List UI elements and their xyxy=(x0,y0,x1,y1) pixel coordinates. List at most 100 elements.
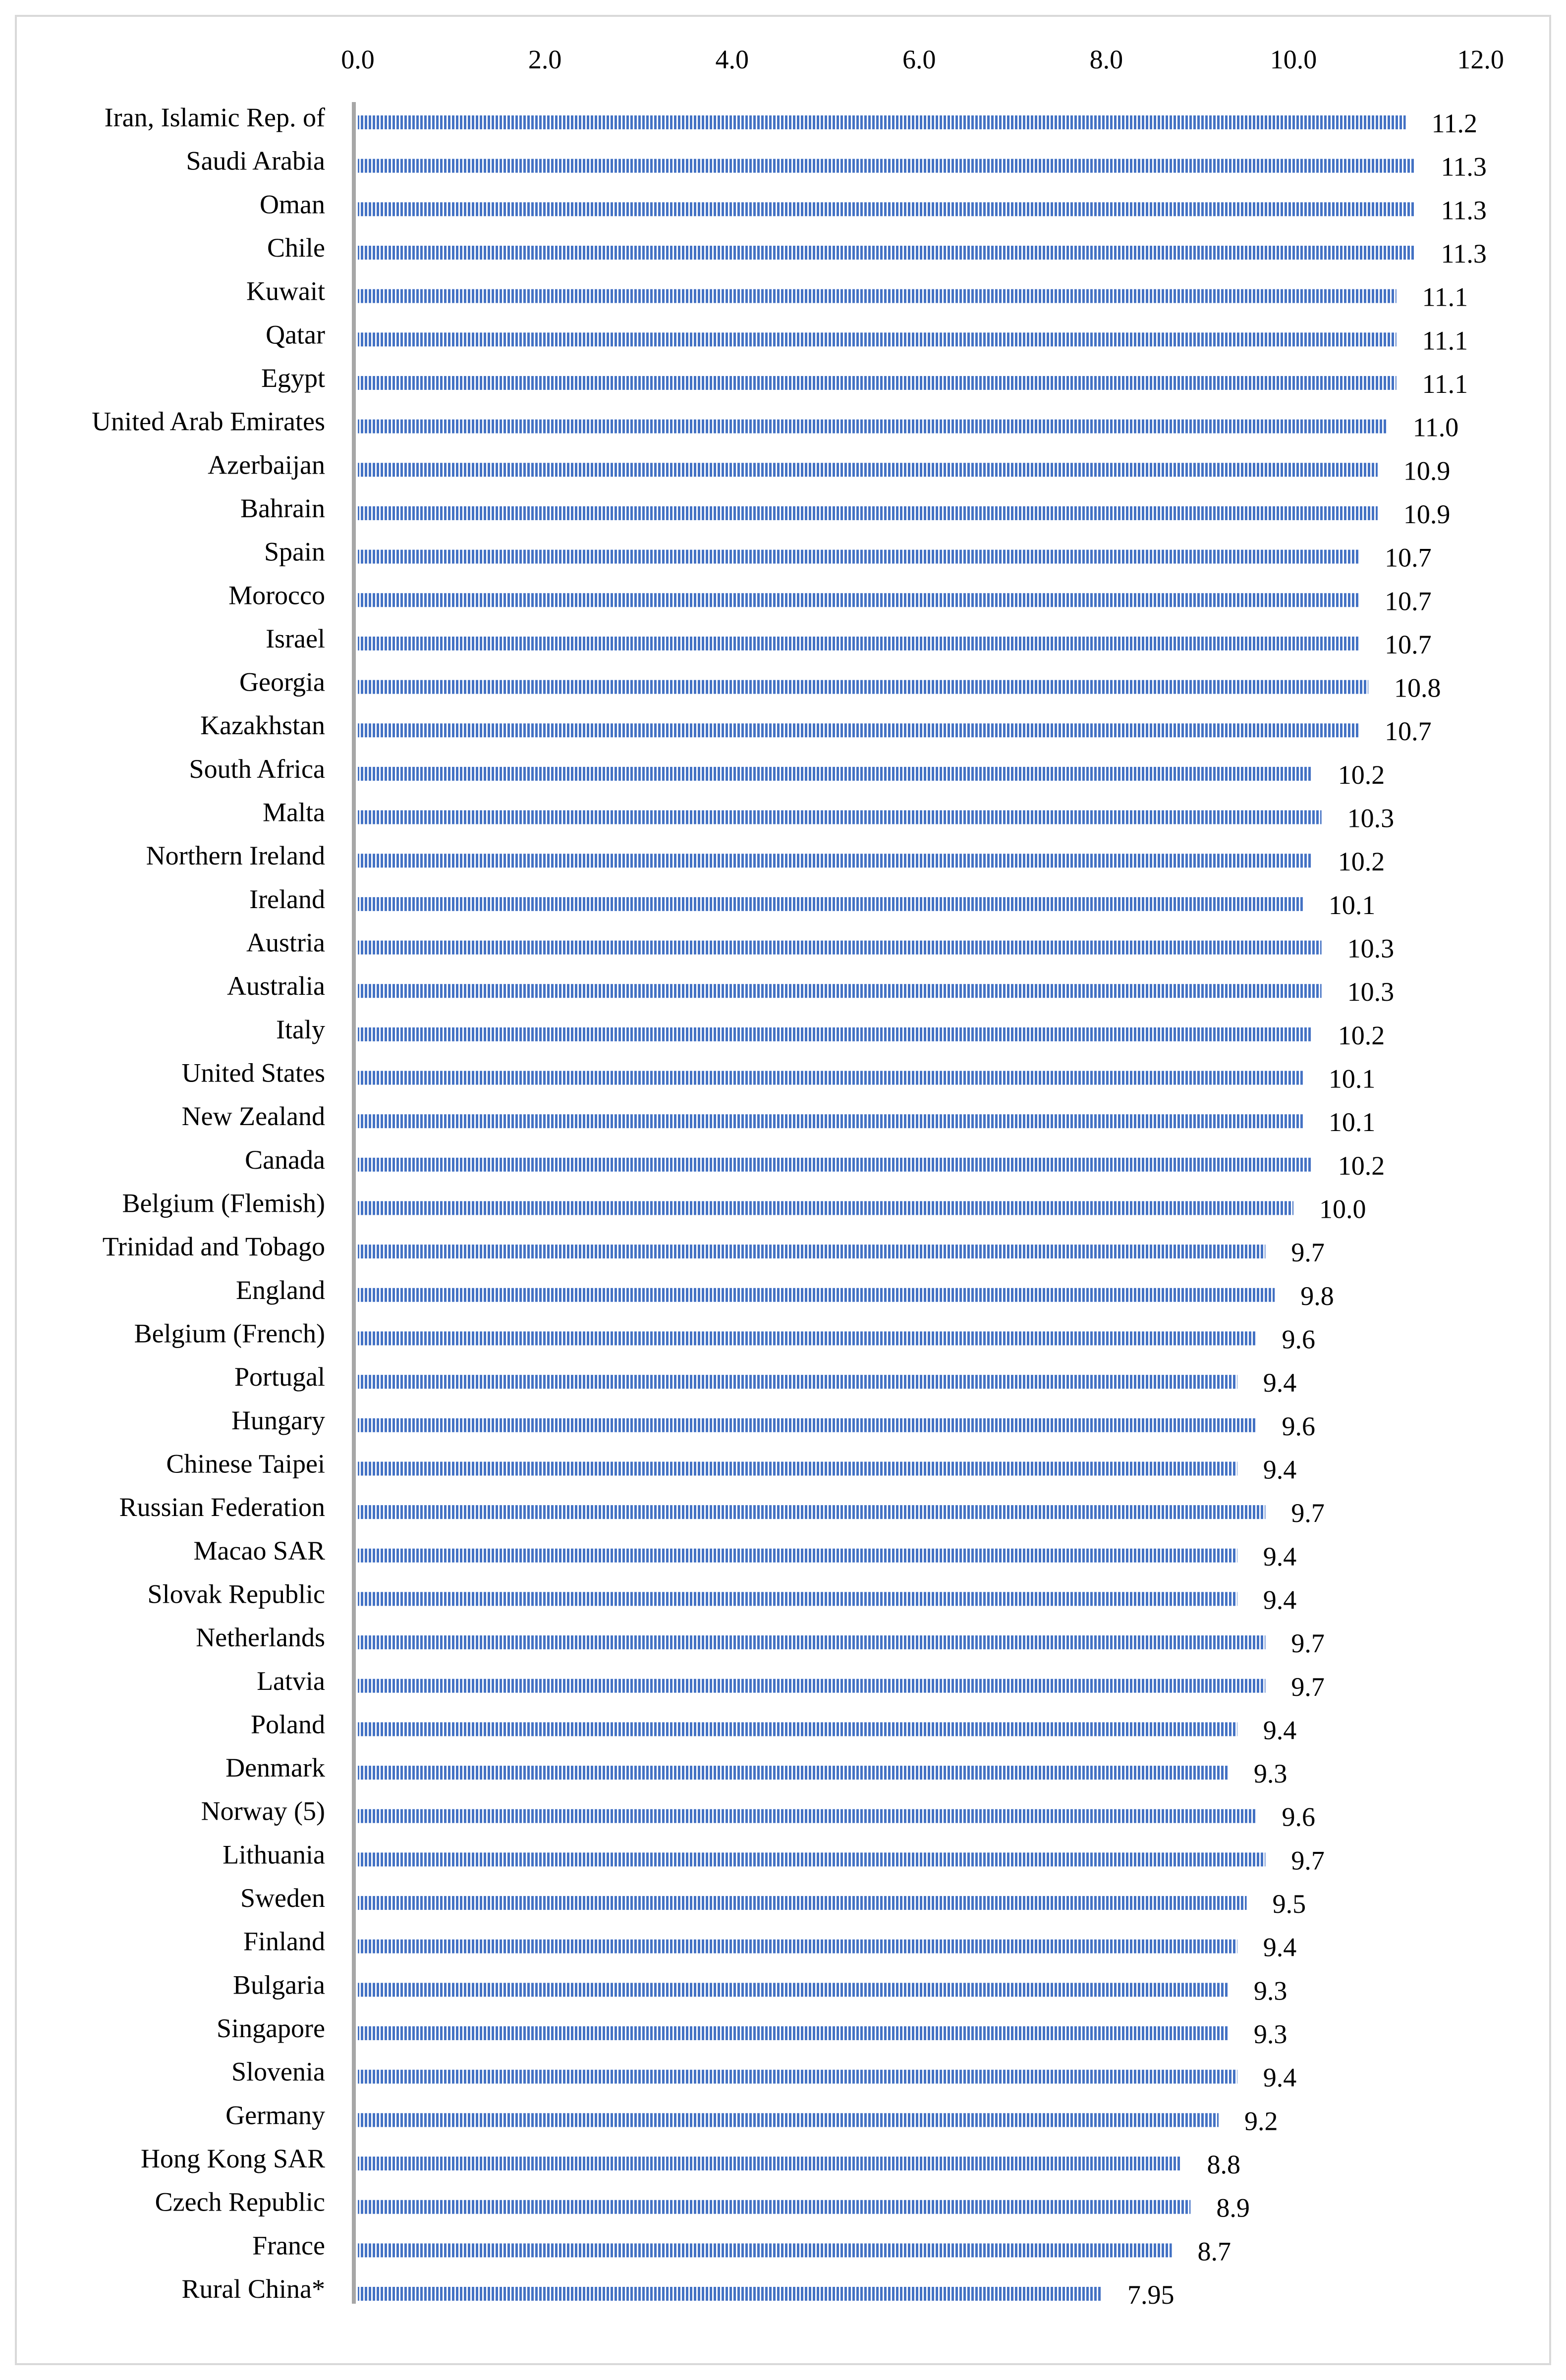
data-label: 9.4 xyxy=(1263,1542,1297,1571)
bar xyxy=(358,1939,1237,1953)
data-label: 9.6 xyxy=(1282,1802,1315,1832)
data-label: 11.1 xyxy=(1422,369,1468,399)
category-label: Austria xyxy=(246,928,325,958)
data-label: 10.1 xyxy=(1329,890,1376,920)
category-label: United Arab Emirates xyxy=(92,407,325,436)
data-label: 10.2 xyxy=(1338,847,1385,876)
category-label: Kazakhstan xyxy=(200,710,325,740)
data-label: 8.7 xyxy=(1198,2236,1231,2266)
data-label: 11.3 xyxy=(1441,239,1487,269)
bar xyxy=(358,332,1397,347)
category-label: Singapore xyxy=(217,2013,325,2043)
category-label: Latvia xyxy=(257,1666,325,1696)
bar xyxy=(358,1071,1303,1085)
data-label: 9.7 xyxy=(1291,1845,1325,1875)
category-label: Azerbaijan xyxy=(208,450,325,480)
category-label: Malta xyxy=(263,798,325,827)
bar xyxy=(358,549,1359,564)
bar xyxy=(358,2026,1228,2041)
data-label: 11.3 xyxy=(1441,152,1487,182)
data-label: 10.2 xyxy=(1338,760,1385,790)
chart-frame xyxy=(15,15,1551,2365)
data-label: 9.5 xyxy=(1273,1889,1306,1919)
x-tick-label: 0.0 xyxy=(341,45,375,74)
category-label: Oman xyxy=(260,189,325,219)
data-label: 9.6 xyxy=(1282,1324,1315,1354)
bar xyxy=(358,245,1415,260)
x-tick-label: 6.0 xyxy=(902,45,936,74)
data-label: 9.3 xyxy=(1254,1759,1287,1788)
category-label: Lithuania xyxy=(223,1839,325,1869)
bar xyxy=(358,2157,1181,2171)
data-label: 10.7 xyxy=(1385,586,1432,616)
bar xyxy=(358,1114,1303,1129)
data-label: 9.4 xyxy=(1263,1585,1297,1615)
category-label: Bulgaria xyxy=(233,1970,325,2000)
bar xyxy=(358,463,1378,477)
data-label: 10.8 xyxy=(1394,673,1441,703)
category-label: Finland xyxy=(243,1927,325,1956)
bar xyxy=(358,2243,1172,2258)
category-label: Belgium (French) xyxy=(134,1318,325,1348)
category-label: Bahrain xyxy=(240,493,325,523)
category-label: Italy xyxy=(276,1015,325,1044)
bar xyxy=(358,1461,1237,1476)
data-label: 10.3 xyxy=(1347,934,1395,964)
bar xyxy=(358,1331,1256,1346)
data-label: 11.1 xyxy=(1422,325,1468,355)
data-label: 9.3 xyxy=(1254,1976,1287,2005)
category-label: Portugal xyxy=(234,1362,325,1392)
bar xyxy=(358,1852,1266,1867)
data-label: 10.9 xyxy=(1403,456,1451,486)
category-label: Morocco xyxy=(228,580,325,610)
bars xyxy=(358,115,1415,2301)
data-label: 10.7 xyxy=(1385,630,1432,659)
data-label: 10.3 xyxy=(1347,804,1395,833)
bar xyxy=(358,1027,1312,1041)
category-label: Australia xyxy=(227,971,325,1001)
data-label: 10.1 xyxy=(1329,1107,1376,1137)
data-label: 10.2 xyxy=(1338,1151,1385,1181)
category-label: Hungary xyxy=(231,1406,325,1435)
data-label: 8.8 xyxy=(1207,2150,1240,2179)
category-label: United States xyxy=(182,1058,325,1088)
bar xyxy=(358,419,1387,433)
data-label: 9.7 xyxy=(1291,1628,1325,1658)
bar xyxy=(358,1766,1228,1780)
category-label: Netherlands xyxy=(196,1623,325,1652)
category-label: Sweden xyxy=(240,1883,325,1913)
bar xyxy=(358,1244,1266,1259)
data-label: 10.1 xyxy=(1329,1064,1376,1094)
value-labels: 11.2 11.3 11.3 11.3 11.1 11.1 11.1 11.0 10.9 10.9… xyxy=(1127,108,1487,2310)
data-label: 9.4 xyxy=(1263,1368,1297,1398)
data-label: 11.0 xyxy=(1413,413,1459,442)
data-label: 10.2 xyxy=(1338,1021,1385,1050)
category-label: Slovak Republic xyxy=(148,1579,325,1609)
bar xyxy=(358,593,1359,607)
x-tick-label: 8.0 xyxy=(1090,45,1123,74)
category-label: Qatar xyxy=(266,320,325,349)
category-label: Norway (5) xyxy=(201,1796,325,1826)
data-label: 9.7 xyxy=(1291,1672,1325,1702)
category-label: Israel xyxy=(266,624,325,653)
bar xyxy=(358,1722,1237,1736)
category-label: South Africa xyxy=(189,754,325,784)
category-label: Czech Republic xyxy=(155,2187,325,2217)
bar xyxy=(358,289,1397,303)
category-label: Denmark xyxy=(225,1753,325,1783)
bar xyxy=(358,766,1312,781)
data-label: 9.4 xyxy=(1263,1933,1297,1962)
x-tick-label: 12.0 xyxy=(1457,45,1504,74)
category-label: Macao SAR xyxy=(194,1536,325,1566)
data-label: 9.7 xyxy=(1291,1238,1325,1267)
category-label: Rural China* xyxy=(182,2274,325,2304)
x-tick-label: 10.0 xyxy=(1270,45,1317,74)
bar xyxy=(358,2287,1102,2301)
bar xyxy=(358,723,1359,738)
category-label: Spain xyxy=(264,537,325,567)
bar xyxy=(358,202,1415,216)
bar xyxy=(358,897,1303,911)
bar xyxy=(358,1635,1266,1650)
bar xyxy=(358,159,1415,173)
